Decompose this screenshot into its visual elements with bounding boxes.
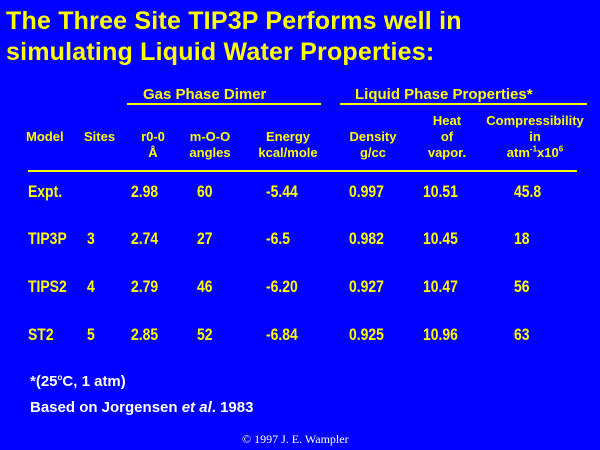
- cell-model: ST2: [28, 325, 54, 344]
- cell-r00: 2.79: [131, 277, 159, 296]
- cell-sites: 3: [87, 229, 95, 248]
- cell-comp: 56: [514, 277, 530, 296]
- cell-angle: 52: [197, 325, 213, 344]
- cell-heat: 10.47: [423, 277, 458, 296]
- cell-comp: 45.8: [514, 182, 542, 201]
- header-energy-line1: Energy: [265, 129, 311, 144]
- header-comp-line3: atm-1x106: [506, 144, 564, 160]
- gas-phase-heading: Gas Phase Dimer: [143, 86, 267, 103]
- header-comp-line1: Compressibility: [486, 113, 584, 128]
- cell-angle: 60: [197, 182, 213, 201]
- cell-heat: 10.51: [423, 182, 458, 201]
- header-heat: Heat of vapor.: [412, 113, 482, 161]
- header-sites: Sites: [84, 129, 116, 144]
- header-moo-line2: angles: [189, 145, 231, 160]
- header-heat-line3: vapor.: [427, 145, 467, 160]
- header-separator: [28, 170, 577, 172]
- gas-phase-underline: [127, 103, 321, 105]
- header-density: Density g/cc: [338, 129, 408, 161]
- reference-note: Based on Jorgensen et al. 1983: [30, 399, 254, 416]
- header-r00-line2: Å: [148, 145, 158, 160]
- cell-model: TIP3P: [28, 229, 67, 248]
- cell-angle: 46: [197, 277, 213, 296]
- cell-energy: -5.44: [266, 182, 298, 201]
- header-energy-line2: kcal/mole: [258, 145, 318, 160]
- copyright-notice: © 1997 J. E. Wampler: [242, 432, 349, 446]
- header-moo-line1: m-O-O: [189, 129, 231, 144]
- cell-density: 0.925: [349, 325, 384, 344]
- liquid-phase-underline: [340, 103, 587, 105]
- conditions-note: *(25oC, 1 atm): [30, 373, 126, 390]
- cell-comp: 18: [514, 229, 530, 248]
- cell-energy: -6.5: [266, 229, 291, 248]
- cell-density: 0.997: [349, 182, 384, 201]
- header-energy: Energy kcal/mole: [243, 129, 333, 161]
- cell-model: TIPS2: [28, 277, 67, 296]
- header-density-line2: g/cc: [359, 145, 386, 160]
- slide-title: The Three Site TIP3P Performs well in si…: [6, 6, 462, 68]
- cell-r00: 2.98: [131, 182, 159, 201]
- cell-heat: 10.45: [423, 229, 458, 248]
- liquid-phase-heading: Liquid Phase Properties*: [355, 86, 533, 103]
- header-moo: m-O-O angles: [180, 129, 240, 161]
- cell-density: 0.927: [349, 277, 384, 296]
- cell-r00: 2.74: [131, 229, 159, 248]
- header-r00-line1: r0-0: [141, 129, 165, 144]
- cell-density: 0.982: [349, 229, 384, 248]
- header-r00: r0-0 Å: [128, 129, 178, 161]
- header-compressibility: Compressibility in atm-1x106: [470, 113, 600, 161]
- cell-comp: 63: [514, 325, 530, 344]
- header-comp-line2: in: [529, 129, 541, 144]
- cell-heat: 10.96: [423, 325, 458, 344]
- title-line-2: simulating Liquid Water Properties:: [6, 38, 435, 66]
- header-heat-line2: of: [440, 129, 454, 144]
- header-density-line1: Density: [349, 129, 397, 144]
- header-model: Model: [26, 129, 64, 144]
- cell-r00: 2.85: [131, 325, 159, 344]
- cell-energy: -6.20: [266, 277, 298, 296]
- cell-sites: 5: [87, 325, 95, 344]
- cell-energy: -6.84: [266, 325, 298, 344]
- cell-model: Expt.: [28, 182, 63, 201]
- cell-angle: 27: [197, 229, 213, 248]
- header-heat-line1: Heat: [432, 113, 462, 128]
- title-line-1: The Three Site TIP3P Performs well in: [6, 7, 462, 35]
- cell-sites: 4: [87, 277, 95, 296]
